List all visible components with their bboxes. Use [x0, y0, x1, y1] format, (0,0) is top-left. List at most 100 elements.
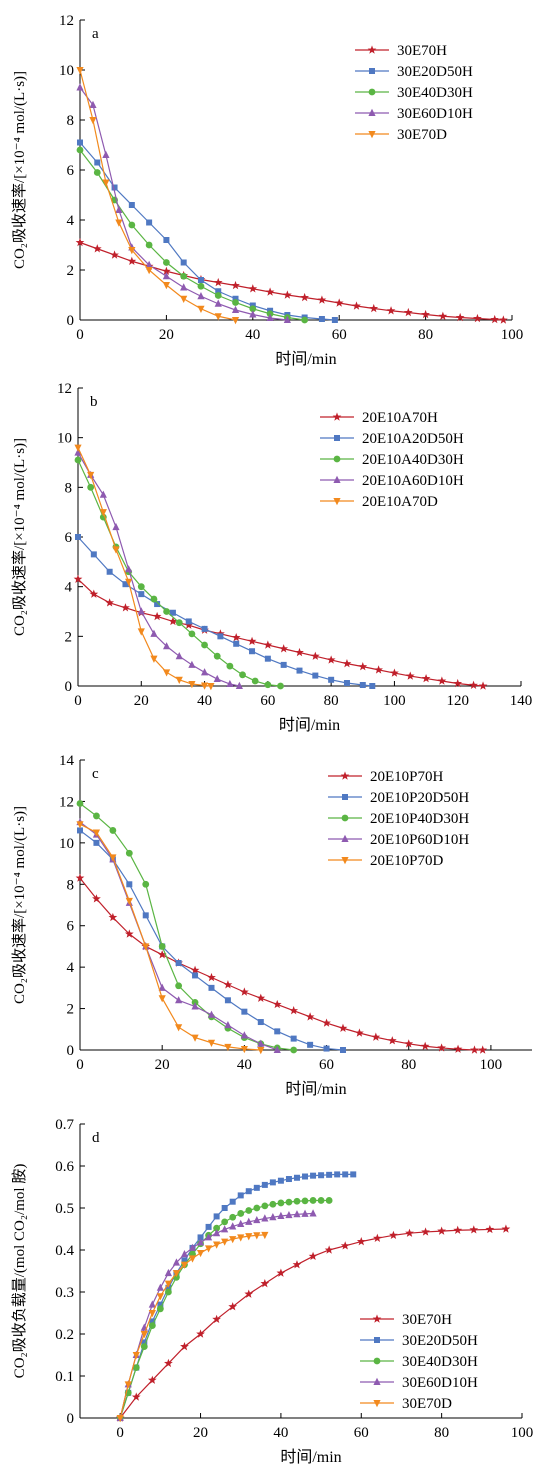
data-point [125, 578, 133, 586]
series-30E40D30H [116, 1197, 333, 1422]
data-point [172, 1270, 181, 1278]
y-tick-label: 14 [59, 753, 75, 769]
chart-svg-c: 0 20 40 60 80 100 0 2 4 6 8 10 12 14 c 时间/min CO₂吸收速率/[×… [11, 753, 532, 1098]
data-point [253, 1204, 261, 1212]
data-point [116, 1415, 124, 1423]
data-point [164, 1268, 172, 1277]
data-point [212, 1314, 221, 1324]
data-point [405, 671, 415, 680]
data-point [277, 1177, 284, 1184]
series-line [79, 823, 261, 1051]
chart-panel-c: 0 20 40 60 80 100 0 2 4 6 8 10 12 14 c 时间/min CO₂吸收速率/[×… [0, 740, 544, 1110]
data-point [196, 1249, 205, 1258]
data-point [87, 471, 95, 480]
data-point [197, 292, 205, 300]
legend-marker [340, 771, 350, 780]
y-tick-label: 0 [67, 1043, 75, 1059]
data-point [142, 880, 150, 888]
series-20E10A70H [73, 574, 488, 690]
data-point [318, 1172, 325, 1179]
data-point [214, 313, 222, 321]
data-point [217, 633, 224, 640]
data-point [175, 996, 183, 1004]
y-tick-label: 4 [65, 580, 73, 596]
legend-marker [342, 794, 348, 800]
data-point [146, 219, 153, 226]
data-point [251, 677, 259, 685]
data-point [148, 1322, 156, 1329]
data-point [158, 943, 166, 950]
data-point [110, 250, 119, 259]
legend-label: 20E10P70D [370, 853, 444, 869]
data-point [76, 83, 84, 91]
data-point [269, 1179, 276, 1186]
data-point [115, 205, 123, 213]
data-point [340, 1241, 350, 1250]
series-line [77, 452, 240, 687]
data-point [301, 1197, 309, 1205]
data-point [265, 287, 275, 296]
data-point [310, 1172, 317, 1179]
data-point [437, 1226, 447, 1235]
y-tick-label: 6 [65, 530, 73, 546]
y-tick-label: 0.5 [55, 1201, 74, 1217]
data-point [157, 1301, 164, 1308]
data-point [224, 997, 231, 1004]
data-point [185, 618, 192, 625]
data-point [253, 1232, 261, 1240]
legend-marker [368, 108, 376, 116]
data-point [190, 965, 200, 974]
data-point [261, 1202, 269, 1210]
data-point [207, 1039, 216, 1047]
x-tick-label: 60 [332, 327, 347, 343]
data-point [387, 1036, 397, 1045]
data-point [343, 680, 350, 687]
legend-marker [367, 45, 377, 54]
data-point [453, 678, 463, 688]
data-point [245, 1217, 253, 1225]
y-axis-label: CO₂吸收速率/[×10⁻⁴ mol/(L·s)] [11, 806, 28, 1004]
data-point [208, 984, 215, 991]
data-point [260, 1279, 270, 1288]
legend-label: 20E10P20D50H [370, 790, 469, 806]
data-point [470, 1045, 479, 1054]
y-tick-label: 12 [57, 381, 72, 397]
data-point [229, 1198, 236, 1205]
data-point [253, 1215, 261, 1224]
legend-marker [373, 1400, 381, 1408]
data-point [324, 1245, 334, 1254]
data-point [115, 219, 123, 227]
x-tick-label: 20 [134, 693, 149, 709]
data-point [214, 299, 222, 307]
data-point [245, 1233, 253, 1241]
data-point [175, 676, 183, 684]
data-point [76, 146, 84, 154]
data-point [180, 1342, 189, 1351]
data-point [77, 827, 83, 834]
data-point [162, 266, 171, 275]
data-point [232, 299, 239, 306]
data-point [163, 237, 170, 243]
data-point [228, 1302, 238, 1311]
y-tick-label: 0.4 [55, 1243, 74, 1259]
y-tick-label: 2 [67, 263, 75, 279]
data-point [356, 1237, 366, 1246]
data-point [369, 303, 379, 313]
data-point [247, 636, 257, 646]
data-point [342, 1171, 349, 1178]
data-point [310, 651, 320, 660]
data-point [244, 1289, 254, 1298]
legend-marker [368, 88, 376, 96]
data-point [175, 619, 183, 627]
y-tick-label: 0 [65, 679, 73, 695]
data-point [386, 306, 396, 315]
legend-entry: 30E20D50H [360, 1333, 478, 1349]
data-point [207, 972, 216, 982]
y-tick-label: 0.3 [55, 1285, 74, 1301]
data-point [302, 1173, 309, 1180]
legend-entry: 30E70H [360, 1312, 452, 1328]
panel-label: c [92, 766, 99, 782]
data-point [180, 259, 187, 266]
data-point [200, 682, 209, 690]
series-20E10A70D [74, 444, 215, 691]
